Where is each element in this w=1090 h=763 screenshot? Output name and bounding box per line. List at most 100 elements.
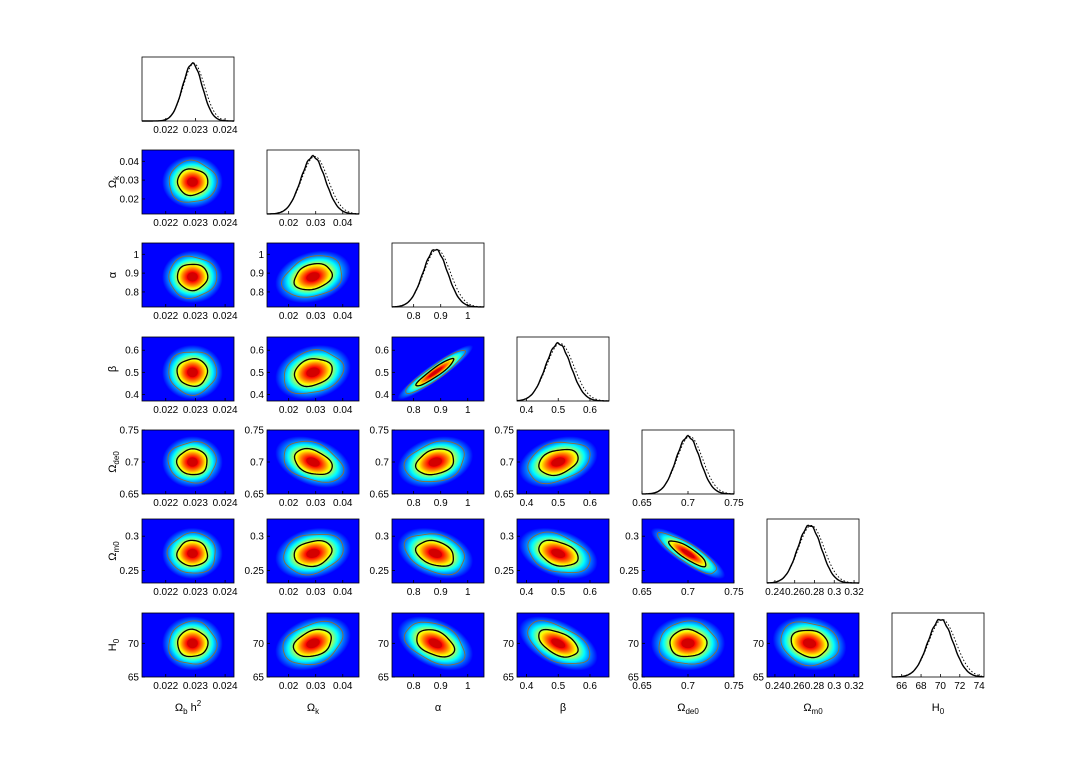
y-tick-label: 0.25	[370, 566, 390, 577]
panel-frame	[391, 242, 485, 308]
y-tick-label: 0.7	[375, 458, 389, 469]
panel-frame	[391, 612, 485, 678]
x-tick-label: 0.5	[551, 681, 565, 692]
density-peak	[551, 638, 566, 649]
x-tick-label: 0.022	[153, 587, 178, 598]
y-axis-label-H0: H0	[107, 638, 121, 651]
joint-panel-content	[517, 430, 609, 494]
panel-frame	[141, 612, 235, 678]
x-tick-label: 0.75	[724, 681, 744, 692]
panel-frame	[766, 518, 860, 584]
x-tick-label: 0.04	[333, 587, 353, 598]
joint-panel-omega_k-beta: 0.02 0.03 0.04 0.4 0.5 0.6	[250, 336, 360, 416]
inner-contour	[293, 539, 333, 568]
y-tick-label: 0.75	[370, 426, 390, 437]
panel-frame	[141, 518, 235, 584]
y-tick-label: 0.6	[125, 346, 139, 357]
inner-contour	[176, 539, 209, 567]
joint-panel-beta-omega_m0: 0.4 0.5 0.6 0.25 0.3	[495, 518, 610, 598]
y-tick-label: 0.5	[125, 368, 139, 379]
x-axis-label-omega_k: Ωk	[307, 702, 320, 716]
mean-likelihood-curve	[891, 618, 985, 678]
y-tick-label: 0.6	[375, 346, 389, 357]
x-tick-label: 0.03	[306, 311, 326, 322]
joint-panel-omega_k-H0: 0.02 0.03 0.04 65 70	[253, 612, 360, 692]
density-blob	[162, 616, 223, 671]
y-tick-label: 0.7	[125, 458, 139, 469]
y-tick-label: 0.65	[495, 490, 515, 501]
joint-panel-content	[642, 613, 734, 677]
panel-frame	[266, 149, 360, 215]
joint-panel-content	[517, 519, 609, 583]
panel-frame	[891, 612, 985, 678]
density-peak	[428, 548, 442, 558]
y-axis-label-omega_m0: Ωm0	[107, 541, 121, 561]
y-tick-label: 0.3	[375, 532, 389, 543]
density-peak	[681, 548, 695, 558]
y-tick-label: 0.75	[495, 426, 515, 437]
marginal-curve	[266, 154, 360, 215]
y-tick-label: 0.9	[250, 269, 264, 280]
inner-contour	[669, 628, 708, 658]
outer-contour	[167, 441, 217, 484]
y-tick-label: 1	[258, 250, 264, 261]
outer-contour	[282, 620, 344, 666]
x-tick-label: 0.03	[306, 218, 326, 229]
density-blob	[162, 155, 223, 209]
y-tick-label: 0.3	[500, 532, 514, 543]
outer-contour	[168, 620, 218, 665]
x-tick-label: 0.024	[213, 587, 238, 598]
panel-frame	[141, 56, 235, 122]
density-blob	[518, 527, 598, 580]
density-peak	[428, 367, 442, 378]
joint-panel-omega_b_h2-omega_m0: 0.022 0.023 0.024 0.25 0.3	[120, 518, 238, 598]
density-peak	[187, 177, 198, 187]
x-axis-label-omega_de0: Ωde0	[677, 702, 699, 716]
outer-contour	[527, 441, 591, 485]
x-tick-label: 0.024	[213, 405, 238, 416]
joint-panel-omega_b_h2-beta: 0.022 0.023 0.024 0.4 0.5 0.6	[125, 336, 238, 416]
x-tick-label: 0.023	[183, 681, 208, 692]
y-tick-label: 0.25	[245, 566, 265, 577]
x-tick-label: 0.6	[583, 498, 597, 509]
x-axis-label-omega_b_h2: Ωb h2	[175, 699, 202, 716]
marginal-curve	[142, 62, 234, 122]
marginal-panel-omega_b_h2: 0.022 0.023 0.024	[141, 56, 238, 136]
inner-contour	[293, 262, 334, 291]
inner-contour	[293, 358, 333, 388]
marginal-panel-omega_k: 0.02 0.03 0.04	[266, 149, 360, 229]
x-tick-label: 0.022	[153, 311, 178, 322]
density-peak	[187, 272, 198, 282]
y-tick-label: 0.03	[120, 176, 140, 187]
x-tick-label: 0.04	[333, 218, 353, 229]
y-tick-label: 65	[378, 673, 390, 684]
joint-panel-beta-H0: 0.4 0.5 0.6 65 70	[503, 612, 610, 692]
x-tick-label: 0.5	[551, 587, 565, 598]
x-tick-label: 0.024	[213, 498, 238, 509]
x-tick-label: 0.023	[183, 125, 208, 136]
joint-panel-omega_b_h2-omega_de0: 0.022 0.023 0.024 0.65 0.7 0.75	[120, 426, 239, 510]
panel-frame	[766, 612, 860, 678]
x-tick-label: 0.24	[765, 681, 785, 692]
x-tick-label: 0.022	[153, 498, 178, 509]
density-peak	[187, 548, 198, 558]
joint-panel-content	[267, 613, 359, 677]
inner-contour	[416, 629, 456, 658]
y-tick-label: 65	[753, 673, 765, 684]
y-tick-label: 0.25	[120, 566, 140, 577]
x-tick-label: 1	[465, 587, 471, 598]
x-tick-label: 0.7	[681, 681, 695, 692]
joint-panel-alpha-omega_de0: 0.8 0.9 1 0.65 0.7 0.75	[370, 426, 485, 509]
density-peak	[306, 272, 320, 282]
inner-contour	[538, 539, 579, 567]
density-blob	[397, 436, 474, 488]
outer-contour	[405, 349, 466, 395]
y-tick-label: 0.75	[120, 426, 140, 437]
joint-panel-content	[267, 337, 359, 401]
joint-panel-omega_b_h2-alpha: 0.022 0.023 0.024 0.8 0.9 1	[125, 242, 238, 322]
x-tick-label: 0.022	[153, 681, 178, 692]
x-tick-label: 0.4	[520, 587, 534, 598]
x-tick-label: 0.03	[306, 681, 326, 692]
x-tick-label: 0.65	[632, 681, 652, 692]
